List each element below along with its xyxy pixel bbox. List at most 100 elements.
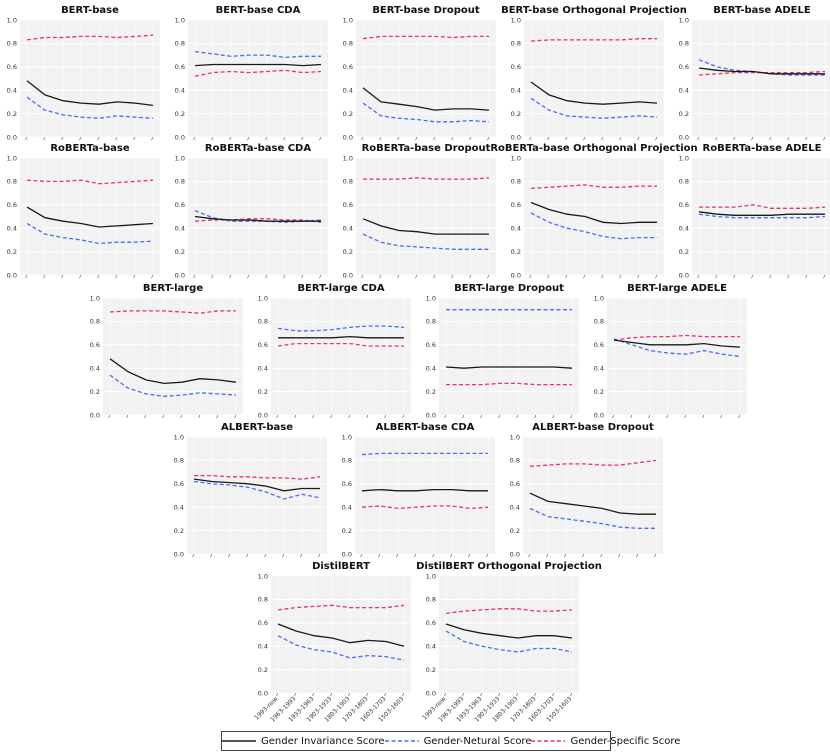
y-tick-label: 0.0 [343, 271, 353, 279]
x-tick-mark [115, 274, 118, 279]
x-tick-mark [733, 274, 736, 279]
panel-title: BERT-large ADELE [627, 283, 727, 294]
y-tick-label: 0.6 [342, 480, 352, 488]
y-tick-label: 0.2 [426, 666, 436, 674]
x-tick-mark [480, 414, 483, 419]
legend-label-invariance: Gender Invariance Score [261, 735, 385, 747]
y-tick-label: 0.6 [343, 63, 353, 71]
x-tick-mark [211, 136, 214, 141]
x-tick-mark [348, 692, 351, 697]
y-tick-label: 0.8 [174, 457, 184, 465]
x-tick-mark [534, 414, 537, 419]
plot-area [271, 298, 411, 415]
y-tick-label: 1.0 [258, 572, 268, 580]
y-tick-label: 0.6 [7, 201, 17, 209]
y-tick-label: 1.0 [679, 154, 689, 162]
x-tick-mark [151, 274, 154, 279]
series-line-gender-specific [362, 35, 489, 40]
panel-title: RoBERTa-base Orthogonal Projection [490, 143, 697, 154]
x-tick-mark [330, 414, 333, 419]
series-line-gender-specific [613, 334, 740, 341]
y-tick-label: 0.6 [258, 619, 268, 627]
x-tick-mark [384, 414, 387, 419]
y-tick-label: 0.6 [7, 63, 17, 71]
y-tick-label: 0.0 [342, 550, 352, 558]
y-tick-label: 0.8 [258, 596, 268, 604]
series-line-gender-specific [361, 505, 489, 510]
x-tick-mark [636, 553, 639, 558]
series-line-gender-invariance [613, 339, 741, 348]
y-tick-label: 0.8 [7, 178, 17, 186]
x-tick-mark [666, 414, 669, 419]
x-tick-mark [565, 136, 568, 141]
legend-label-neutral: Gender-Netural Score [423, 735, 532, 747]
x-tick-mark [630, 414, 633, 419]
panel: 0.0 0.2 0.4 0.6 0.8 1.0 BERT-large [90, 283, 243, 419]
y-tick-label: 1.0 [510, 433, 520, 441]
y-tick-label: 0.0 [90, 411, 100, 419]
plot-area [439, 576, 579, 693]
x-tick-mark [462, 692, 465, 697]
x-tick-mark [25, 274, 28, 279]
series-line-gender-neutral [277, 325, 405, 332]
x-tick-mark [433, 136, 436, 141]
y-tick-label: 0.0 [343, 133, 353, 141]
panel-title: ALBERT-base Dropout [532, 422, 654, 433]
x-tick-mark [684, 414, 687, 419]
x-tick-mark [234, 414, 237, 419]
y-tick-label: 1.0 [175, 154, 185, 162]
y-tick-label: 1.0 [175, 16, 185, 24]
series-line-gender-neutral [361, 452, 488, 456]
x-tick-mark [265, 136, 268, 141]
x-tick-mark [193, 274, 196, 279]
y-tick-label: 0.2 [510, 527, 520, 535]
x-tick-mark [655, 274, 658, 279]
y-tick-label: 1.0 [343, 16, 353, 24]
x-tick-mark [612, 414, 615, 419]
x-tick-mark [162, 414, 165, 419]
x-tick-mark [654, 553, 657, 558]
panel-title: ALBERT-base CDA [376, 422, 475, 433]
x-tick-mark [462, 414, 465, 419]
x-tick-mark [366, 414, 369, 419]
panel: 0.0 0.2 0.4 0.6 0.8 1.0 BERT-base Dropout [343, 5, 496, 141]
y-tick-label: 0.8 [679, 178, 689, 186]
series-line-gender-specific [446, 382, 572, 386]
x-tick-mark [133, 136, 136, 141]
x-tick-mark [601, 136, 604, 141]
x-tick-mark [480, 692, 483, 697]
x-tick-mark [283, 136, 286, 141]
x-tick-mark [402, 692, 405, 697]
x-tick-mark [697, 274, 700, 279]
panel: 0.0 0.2 0.4 0.6 0.8 1.0 ALBERT-base [174, 422, 327, 558]
y-tick-label: 0.4 [258, 365, 268, 373]
legend-item-neutral: Gender-Netural Score [384, 735, 532, 747]
series-line-gender-neutral [26, 96, 154, 119]
panel: 0.0 0.2 0.4 0.6 0.8 1.0 BERT-base CDA [175, 5, 328, 141]
x-tick-mark [546, 553, 549, 558]
x-tick-mark [151, 136, 154, 141]
series-line-gender-invariance [698, 67, 825, 75]
y-tick-label: 1.0 [7, 16, 17, 24]
x-tick-mark [246, 553, 249, 558]
x-tick-mark [180, 414, 183, 419]
x-tick-mark [276, 414, 279, 419]
x-tick-mark [379, 274, 382, 279]
y-tick-label: 0.4 [679, 87, 689, 95]
x-tick-mark [378, 553, 381, 558]
x-tick-mark [637, 274, 640, 279]
series-line-gender-invariance [445, 623, 573, 639]
x-tick-mark [379, 136, 382, 141]
series-line-gender-invariance [193, 478, 320, 492]
y-tick-label: 0.8 [510, 457, 520, 465]
y-tick-label: 0.0 [511, 271, 521, 279]
panel-title: RoBERTa-base ADELE [703, 143, 822, 154]
x-tick-mark [432, 553, 435, 558]
x-tick-mark [570, 414, 573, 419]
x-tick-mark [229, 136, 232, 141]
x-tick-mark [61, 274, 64, 279]
y-tick-label: 0.6 [679, 63, 689, 71]
panel-title: DistilBERT Orthogonal Projection [416, 561, 602, 572]
y-tick-label: 0.0 [175, 133, 185, 141]
